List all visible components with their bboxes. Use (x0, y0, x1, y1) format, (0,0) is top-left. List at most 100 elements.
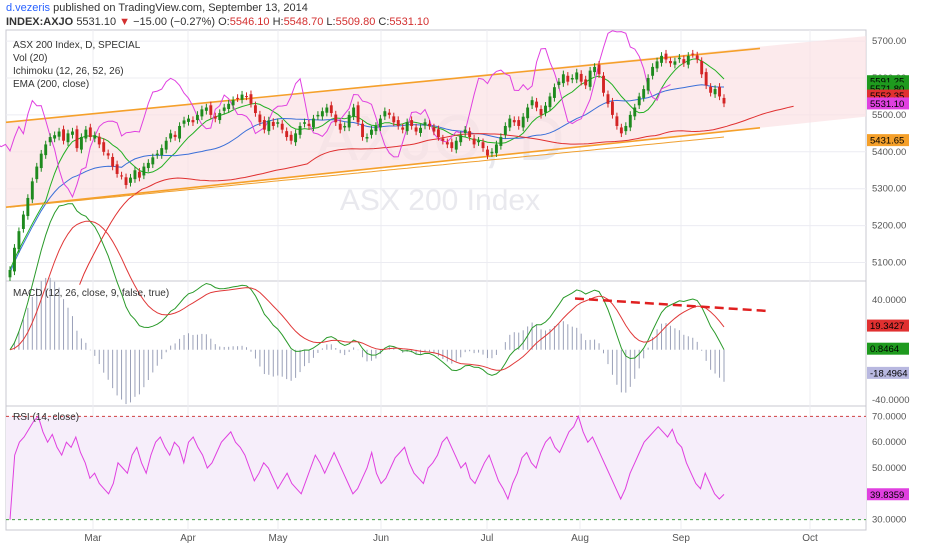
price-label-4: 5431.65 (870, 136, 904, 147)
candle-body (338, 123, 342, 130)
candle-body (79, 137, 83, 150)
ichimoku-span-b (79, 105, 794, 285)
candle-body (35, 166, 39, 180)
y-tick-5100.00: 5100.00 (872, 258, 906, 269)
candle-body (481, 142, 485, 149)
candle-body (521, 116, 525, 128)
candle-body (155, 153, 159, 156)
high-label: H: (272, 16, 284, 28)
watermark-name: ASX 200 Index (340, 184, 540, 217)
close-value: 5531.10 (389, 16, 430, 28)
candle-body (445, 142, 449, 145)
ema-200-line (9, 136, 725, 208)
candle-body (539, 108, 543, 115)
low-label: L: (326, 16, 336, 28)
candle-body (392, 116, 396, 123)
candle-body (566, 75, 570, 82)
candle-body (44, 144, 48, 156)
price-label-bg-4 (867, 134, 909, 147)
candle-body (276, 122, 280, 124)
rsi-y-tick-30.0000: 30.0000 (872, 515, 906, 526)
price-label-bg-3 (867, 97, 909, 110)
candle-body (405, 122, 409, 132)
candle-body (218, 113, 222, 121)
candle-body (677, 57, 681, 60)
rsi-label: 39.8359 (870, 490, 904, 501)
candle-body (17, 231, 21, 250)
candle-body (200, 109, 204, 117)
candle-body (187, 118, 190, 122)
candle-body (570, 77, 574, 80)
candle-body (468, 131, 472, 138)
candle-body (97, 136, 101, 145)
author-link[interactable]: d.vezeris (6, 2, 51, 14)
rsi-pane (6, 414, 866, 521)
candle-body (593, 66, 597, 73)
y-tick-5200.00: 5200.00 (872, 221, 906, 232)
x-tick-Sep: Sep (672, 533, 690, 544)
candle-body (253, 105, 257, 114)
channel-upper (5, 47, 761, 124)
macd-label-bg-0 (867, 319, 909, 332)
candle-body (129, 177, 132, 183)
published-text: published on TradingView.com, September … (53, 2, 308, 14)
candle-body (535, 101, 539, 108)
chart-header: d.vezeris published on TradingView.com, … (0, 0, 932, 30)
candle-body (606, 94, 610, 104)
price-pane: Mar Apr May Jun Jul Aug Sep Oct (0, 30, 866, 544)
candle-body (664, 53, 668, 60)
close-label: C: (378, 16, 390, 28)
macd-pane (9, 203, 769, 405)
candle-body (610, 101, 614, 115)
candle-body (48, 137, 52, 143)
candle-body (146, 162, 150, 169)
price-label-3: 5531.10 (870, 99, 904, 110)
indicator-legend: ASX 200 Index, D, SPECIAL Vol (20) Ichim… (13, 40, 169, 423)
candle-body (343, 125, 347, 128)
candle-body (289, 134, 293, 141)
candle-body (106, 153, 110, 156)
rsi-y-tick-50.0000: 50.0000 (872, 463, 906, 474)
legend-main-3: EMA (200, close) (13, 79, 89, 90)
candle-body (133, 170, 137, 180)
x-tick-Aug: Aug (571, 533, 589, 544)
candle-body (294, 133, 298, 143)
candle-body (378, 118, 382, 128)
price-label-0: 5591.25 (870, 77, 904, 88)
candle-body (365, 137, 369, 139)
legend-rsi: RSI (14, close) (13, 412, 79, 423)
candle-body (307, 123, 311, 126)
candle-body (120, 175, 124, 177)
macd-y-tick-40.0000: 40.0000 (872, 295, 906, 306)
candle-body (334, 114, 338, 123)
candle-body (575, 72, 579, 80)
legend-macd: MACD (12, 26, close, 9, false, true) (13, 288, 169, 299)
candle-body (396, 120, 400, 126)
macd-label-1: 0.8464 (870, 344, 899, 355)
candle-body (383, 111, 387, 117)
candle-body (62, 129, 66, 141)
candle-body (93, 135, 97, 139)
candle-body (160, 148, 164, 156)
candle-body (21, 214, 25, 229)
legend-main-1: Vol (20) (13, 53, 47, 64)
macd-divergence-trendline (574, 297, 769, 313)
candle-body (691, 53, 695, 55)
candle-body (236, 97, 240, 99)
candle-body (637, 96, 641, 106)
candle-body (66, 133, 70, 143)
candle-body (709, 86, 713, 93)
legend-main-0: ASX 200 Index, D, SPECIAL (13, 40, 141, 51)
candle-body (57, 131, 61, 137)
candle-body (231, 100, 235, 106)
candle-body (115, 164, 119, 174)
channel-lower (5, 127, 761, 208)
candle-body (347, 114, 351, 128)
x-tick-Apr: Apr (180, 533, 196, 544)
candle-body (419, 127, 423, 133)
open-label: O: (218, 16, 230, 28)
candle-body (311, 118, 315, 128)
candle-body (472, 138, 476, 145)
candle-body (329, 105, 333, 114)
